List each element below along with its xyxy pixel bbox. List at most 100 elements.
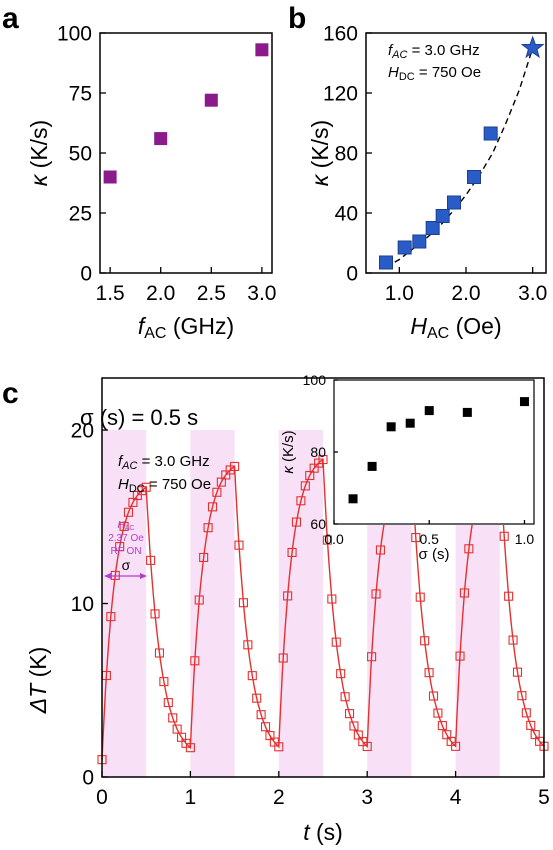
inset-xtick-label: 0.0 xyxy=(324,531,344,547)
inset-point xyxy=(405,418,415,428)
chart-b-ytick-label: 120 xyxy=(323,82,358,105)
chart-b-xtick-label: 2.0 xyxy=(451,282,480,305)
chart-c-data-point xyxy=(362,741,372,752)
inset-xtick-label: 0.5 xyxy=(420,531,440,547)
chart-c-data-point xyxy=(203,523,213,533)
chart-c-ytick-label: 10 xyxy=(71,593,94,616)
sigma-arrow xyxy=(104,573,147,579)
chart-b-ytick-label: 0 xyxy=(346,262,358,285)
chart-c-data-point xyxy=(433,708,443,718)
chart-b-point xyxy=(483,126,498,141)
chart-b-point xyxy=(425,221,440,235)
inset-point xyxy=(424,406,434,416)
inset-point xyxy=(367,461,377,471)
chart-a-xlabel: fAC (GHz) xyxy=(138,313,234,342)
chart-b-ytick-label: 160 xyxy=(323,22,358,45)
chart-c-data-point xyxy=(300,481,310,491)
chart-c-data-point xyxy=(252,693,262,703)
chart-c-data-point xyxy=(287,547,297,558)
chart-b-point xyxy=(379,255,393,270)
chart-b-point xyxy=(397,240,412,255)
chart-c-data-point xyxy=(349,721,359,731)
chart-c-data-point xyxy=(141,482,151,492)
chart-c-data-point xyxy=(451,741,461,751)
chart-c-data-point xyxy=(415,592,425,602)
chart-c-data-point xyxy=(190,656,200,666)
chart-c-data-point xyxy=(115,542,125,552)
chart-c-data-point xyxy=(331,637,341,647)
chart-c-data-point xyxy=(340,692,350,702)
inset-frame xyxy=(333,379,535,525)
chart-c-data-point xyxy=(459,588,469,598)
chart-c-annotation-fac: fAC = 3.0 GHz xyxy=(118,453,210,472)
inset-xtick-label: 1.0 xyxy=(515,531,535,547)
chart-c-data-point xyxy=(256,710,266,720)
chart-b-ylabel: κ (K/s) xyxy=(307,120,333,186)
chart-b-xtick-label: 3.0 xyxy=(518,282,547,305)
inset-ytick-label: 60 xyxy=(310,516,326,532)
chart-b-ytick-label: 80 xyxy=(335,142,358,165)
rf-amplitude-label: 2.37 Oe xyxy=(108,533,144,544)
chart-b-frame xyxy=(365,32,547,274)
inset-point xyxy=(386,422,396,432)
chart-c-data-point xyxy=(411,532,421,543)
chart-c-data-point xyxy=(327,594,337,604)
rf-hac-label: HAC xyxy=(118,520,135,532)
chart-c-data-point xyxy=(274,742,284,752)
chart-c-ytick-label: 0 xyxy=(82,766,94,789)
inset-point xyxy=(348,494,358,504)
chart-c-data-point xyxy=(234,540,244,550)
chart-c-data-point xyxy=(146,555,156,565)
chart-c-data-point xyxy=(154,648,165,658)
inset-xlabel: σ (s) xyxy=(419,546,450,563)
inset-ylabel: κ (K/s) xyxy=(280,430,297,473)
chart-c-data-point xyxy=(230,461,240,472)
chart-c-data-point xyxy=(163,698,173,708)
chart-c-data-point xyxy=(424,668,434,678)
chart-a-xtick-label: 3.0 xyxy=(247,282,276,305)
chart-c-xtick-label: 3 xyxy=(361,786,373,809)
chart-c-data-point xyxy=(283,591,293,601)
chart-c-data-point xyxy=(367,652,377,662)
inset-point xyxy=(462,407,472,417)
inset-ytick-label: 100 xyxy=(303,372,327,388)
chart-c-title: σ (s) = 0.5 s xyxy=(80,405,198,430)
chart-c-data-point xyxy=(207,502,218,512)
chart-b-xtick-label: 1.0 xyxy=(385,282,414,305)
chart-b-point xyxy=(412,234,427,249)
chart-c-xtick-label: 2 xyxy=(273,786,285,809)
chart-c-xlabel: t (s) xyxy=(303,819,343,845)
chart-a-ytick-label: 0 xyxy=(80,262,92,285)
chart-a-ytick-label: 50 xyxy=(69,142,92,165)
chart-b-point xyxy=(467,170,481,184)
chart-c-data-point xyxy=(455,651,465,661)
chart-c-data-point xyxy=(243,640,253,650)
chart-c-data-point xyxy=(344,709,355,719)
chart-c-data-point xyxy=(521,708,531,718)
chart-c-xtick-label: 4 xyxy=(450,786,462,809)
chart-c-data-point xyxy=(278,653,288,663)
chart-a: 1.5 2.0 2.5 3.0 0 25 50 75 100 fAC (GHz) κ (K/s) xyxy=(26,22,276,342)
chart-b-star-point xyxy=(520,35,545,59)
chart-c-data-point xyxy=(168,713,178,723)
chart-c-xtick-label: 5 xyxy=(538,786,550,809)
chart-c-data-point xyxy=(508,635,518,645)
chart-c-xtick-label: 0 xyxy=(96,786,108,809)
chart-c-data-point xyxy=(123,507,134,517)
rf-on-label: RF ON xyxy=(110,546,141,557)
chart-c-data-point xyxy=(336,669,346,679)
chart-c-data-point xyxy=(504,591,514,601)
chart-b-point xyxy=(447,195,461,210)
chart-a-ytick-label: 100 xyxy=(57,22,92,45)
panel-letter-b: b xyxy=(288,2,306,35)
chart-c-data-point xyxy=(526,720,536,730)
chart-a-xtick-label: 2.0 xyxy=(146,282,175,305)
sigma-label: σ xyxy=(122,557,131,573)
rf-on-shade xyxy=(102,430,147,777)
chart-c-data-point xyxy=(199,552,209,562)
chart-c-ytick-label: 20 xyxy=(71,419,94,442)
chart-c-data-point xyxy=(185,743,195,753)
chart-c-data-point xyxy=(517,691,527,701)
chart-c-data-point xyxy=(499,531,509,541)
chart-b-annotation-fac: fAC = 3.0 GHz xyxy=(388,42,480,61)
